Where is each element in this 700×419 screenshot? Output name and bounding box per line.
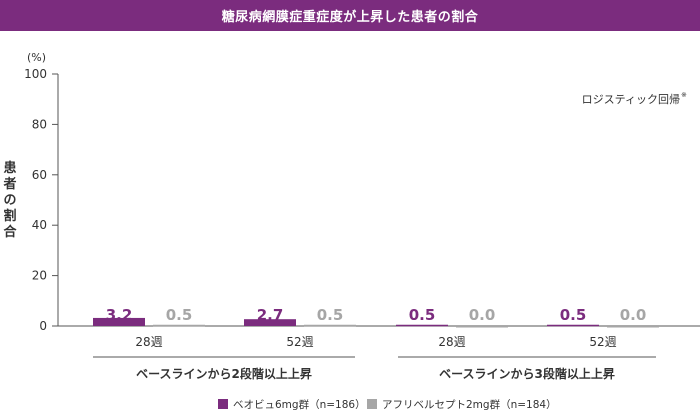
- y-axis-title-char: 者: [2, 176, 16, 192]
- chart-note: ロジスティック回帰: [582, 93, 680, 106]
- legend-label: ベオビュ6mg群（n=186）: [233, 398, 366, 411]
- category-label: 28週: [438, 335, 465, 349]
- group-label: ベースラインから2段階以上上昇: [136, 366, 312, 381]
- group-label: ベースラインから3段階以上上昇: [439, 366, 615, 381]
- category-label: 28週: [135, 335, 162, 349]
- y-tick-label: 40: [32, 218, 47, 232]
- legend-swatch: [367, 399, 377, 409]
- chart-note-mark: ※: [681, 91, 687, 99]
- y-axis-title-char: 合: [3, 224, 17, 240]
- bar-primary: [547, 324, 599, 327]
- bar-primary: [93, 317, 145, 326]
- bar-secondary: [153, 324, 205, 327]
- bar-value-label: 0.0: [469, 306, 496, 324]
- category-label: 52週: [589, 335, 616, 349]
- y-tick-label: 60: [32, 168, 47, 182]
- bar-value-label: 0.5: [409, 306, 436, 324]
- bar-secondary: [607, 326, 659, 328]
- bar-secondary: [456, 326, 508, 328]
- bar-value-label: 3.2: [106, 306, 133, 324]
- bar-secondary: [304, 324, 356, 327]
- legend-label: アフリベルセプト2mg群（n=184）: [382, 398, 557, 411]
- bar-value-label: 2.7: [257, 306, 284, 324]
- y-axis-title-char: 割: [3, 208, 16, 224]
- bar-value-label: 0.5: [317, 306, 344, 324]
- bar-primary: [244, 319, 296, 326]
- y-tick-label: 20: [32, 269, 47, 283]
- bar-value-label: 0.0: [620, 306, 647, 324]
- y-tick-label: 0: [39, 319, 47, 333]
- bar-value-label: 0.5: [166, 306, 193, 324]
- bar-value-label: 0.5: [560, 306, 587, 324]
- legend-swatch: [218, 399, 228, 409]
- y-tick-label: 100: [24, 67, 47, 81]
- chart-title-banner: 糖尿病網膜症重症度が上昇した患者の割合: [0, 0, 700, 31]
- y-axis-title-char: の: [3, 193, 16, 208]
- y-axis-title-char: 患: [3, 160, 16, 176]
- bar-primary: [396, 324, 448, 327]
- y-tick-label: 80: [32, 117, 47, 131]
- chart-title: 糖尿病網膜症重症度が上昇した患者の割合: [221, 10, 479, 25]
- category-label: 52週: [286, 335, 313, 349]
- y-unit-label: (%): [27, 51, 46, 64]
